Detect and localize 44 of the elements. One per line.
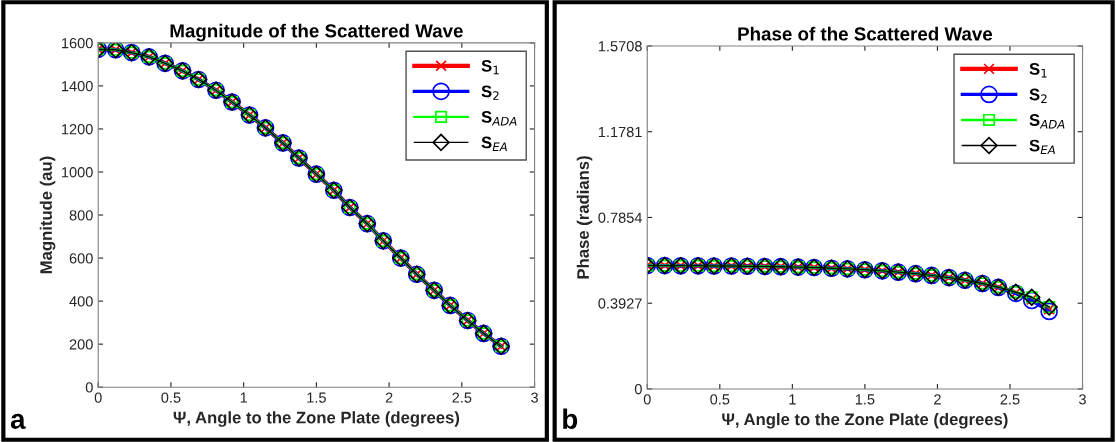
legend-label: S$_{2}$ — [1029, 88, 1047, 103]
legend-label: S$_{ADA}$ — [481, 111, 517, 126]
x-tick-label: 3 — [1079, 394, 1086, 405]
x-tick-label: 3 — [531, 392, 538, 403]
y-tick-label: 1600 — [62, 37, 93, 49]
chart-title: Phase of the Scattered Wave — [738, 26, 993, 41]
x-tick-label: 2 — [385, 392, 393, 403]
legend-label: S$_{2}$ — [481, 85, 499, 100]
legend-label: S$_{EA}$ — [1029, 139, 1055, 155]
x-tick-label: 2.5 — [1000, 394, 1020, 405]
y-tick-label: 0 — [634, 384, 642, 395]
x-tick-label: 1 — [240, 392, 247, 403]
y-tick-label: 1.1781 — [598, 126, 642, 138]
x-tick-label: 0.5 — [710, 394, 730, 405]
y-tick-label: 800 — [69, 210, 93, 221]
text: b — [563, 408, 578, 429]
y-axis-title: Magnitude (au) — [39, 156, 56, 274]
x-tick-label: 2 — [934, 394, 941, 405]
text: a — [10, 413, 26, 429]
y-tick-label: 1000 — [62, 167, 93, 178]
y-tick-label: 0.7854 — [598, 212, 642, 223]
x-axis-title: Ψ, Angle to the Zone Plate (degrees) — [173, 411, 460, 427]
x-tick-label: 2.5 — [452, 392, 472, 403]
x-tick-label: 1.5 — [307, 392, 326, 403]
x-tick-label: 1 — [789, 394, 796, 405]
legend-label: S$_{1}$ — [481, 59, 499, 75]
x-tick-label: 0.5 — [161, 392, 181, 403]
y-tick-label: 1200 — [62, 124, 93, 135]
y-axis-title: Phase (radians) — [576, 156, 593, 279]
y-tick-label: 1.5708 — [598, 41, 642, 52]
x-tick-label: 0 — [643, 394, 651, 405]
x-tick-label: 0 — [94, 392, 102, 403]
y-tick-label: 200 — [69, 339, 93, 350]
x-axis-title: Ψ, Angle to the Zone Plate (degrees) — [722, 412, 1008, 429]
y-tick-label: 400 — [69, 296, 93, 307]
y-tick-label: 0.3927 — [598, 298, 642, 309]
y-tick-label: 1400 — [62, 81, 93, 92]
chart-title: Magnitude of the Scattered Wave — [170, 23, 463, 42]
legend-label: S$_{EA}$ — [481, 136, 507, 151]
legend-label: S$_{1}$ — [1029, 63, 1047, 78]
y-tick-label: 0 — [85, 382, 93, 393]
x-tick-label: 1.5 — [855, 394, 875, 405]
legend-label: S$_{ADA}$ — [1029, 114, 1065, 129]
y-tick-label: 600 — [69, 253, 93, 264]
